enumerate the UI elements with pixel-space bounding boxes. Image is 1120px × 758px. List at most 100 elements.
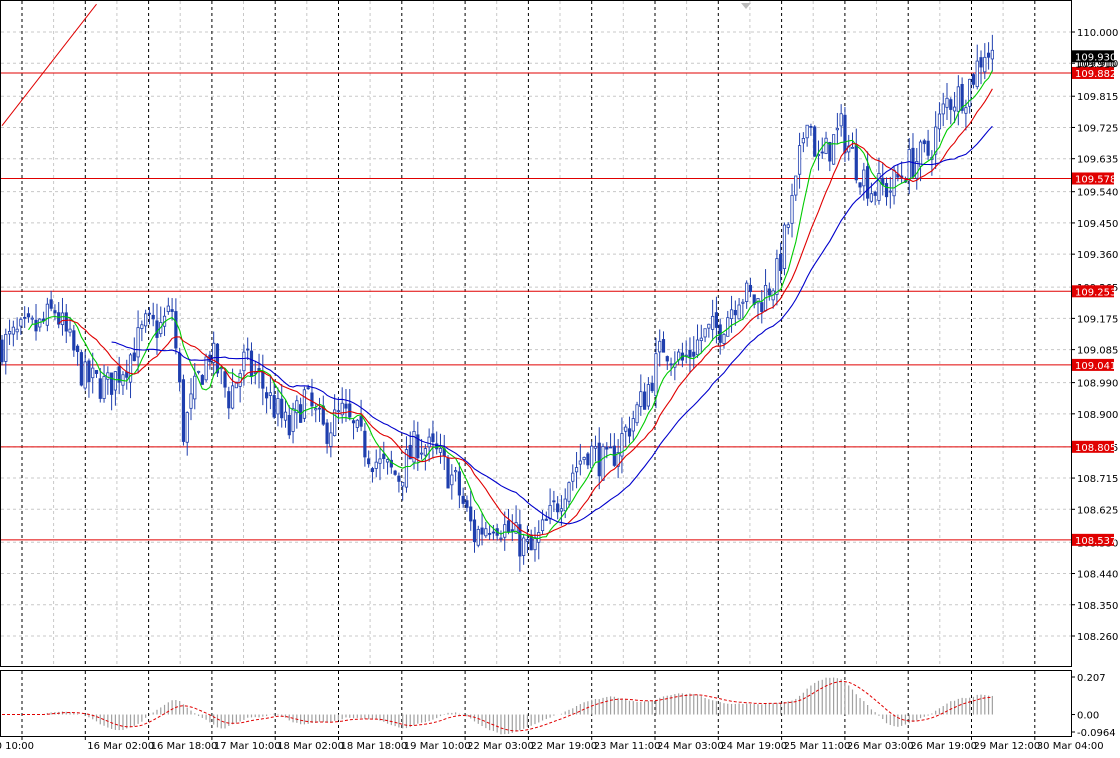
candle-body bbox=[926, 140, 930, 156]
candle-body bbox=[234, 381, 238, 389]
candle-body bbox=[858, 182, 862, 188]
candle-body bbox=[314, 408, 318, 411]
candle-body bbox=[688, 349, 692, 358]
scroll-marker-icon[interactable] bbox=[741, 3, 751, 9]
candle-body bbox=[291, 408, 295, 432]
candle-body bbox=[866, 166, 870, 199]
candle-body bbox=[624, 426, 628, 432]
candle-body bbox=[582, 457, 586, 461]
candle-body bbox=[423, 448, 427, 456]
candle-body bbox=[200, 375, 204, 385]
y-tick-label: 109.450 bbox=[1077, 219, 1118, 230]
candle-body bbox=[385, 459, 390, 463]
ma-line-30 bbox=[111, 125, 993, 525]
x-tick-label: 19 Mar 10:00 bbox=[404, 741, 471, 752]
candle-body bbox=[11, 326, 15, 335]
candle-body bbox=[98, 378, 102, 399]
candle-body bbox=[711, 315, 715, 330]
candle-body bbox=[53, 310, 57, 314]
main-plot-frame bbox=[0, 0, 1072, 667]
x-tick-label: 16 Mar 18:00 bbox=[151, 741, 218, 752]
candle-body bbox=[110, 372, 114, 395]
candle-body bbox=[113, 371, 117, 391]
candle-body bbox=[117, 366, 121, 383]
candle-body bbox=[971, 74, 976, 85]
level-label: 109.041 bbox=[1075, 361, 1116, 372]
candle-body bbox=[767, 288, 771, 296]
candle-body bbox=[178, 352, 182, 383]
x-tick-label: 24 Mar 03:00 bbox=[657, 741, 724, 752]
candle-body bbox=[102, 376, 106, 399]
candle-body bbox=[287, 415, 291, 436]
candle-body bbox=[136, 327, 140, 358]
candle-body bbox=[140, 324, 144, 329]
candle-body bbox=[389, 459, 393, 468]
candle-body bbox=[276, 398, 280, 415]
candle-body bbox=[45, 303, 49, 326]
candle-body bbox=[794, 175, 798, 196]
grid bbox=[1, 1, 1071, 736]
candle-body bbox=[597, 442, 601, 477]
candle-body bbox=[91, 367, 95, 379]
candle-body bbox=[249, 350, 254, 377]
level-label: 108.805 bbox=[1075, 443, 1116, 454]
candle-body bbox=[355, 419, 359, 428]
candle-body bbox=[499, 537, 503, 540]
x-tick-label: 30 Mar 04:00 bbox=[1037, 741, 1104, 752]
candle-body bbox=[283, 411, 288, 421]
candle-body bbox=[83, 361, 87, 389]
y-tick-label: 108.715 bbox=[1077, 474, 1118, 485]
candle-body bbox=[813, 126, 817, 157]
candle-body bbox=[809, 125, 813, 128]
candle-body bbox=[0, 339, 4, 363]
candle-body bbox=[631, 418, 635, 432]
candle-body bbox=[469, 506, 473, 522]
y-tick-label: 109.360 bbox=[1077, 250, 1118, 261]
y-tick-label: 109.910 bbox=[1077, 59, 1118, 70]
x-tick-label: 22 Mar 19:00 bbox=[530, 741, 597, 752]
candle-body bbox=[30, 317, 34, 320]
candle-body bbox=[68, 328, 72, 333]
level-label-bg bbox=[1072, 66, 1114, 79]
candle-body bbox=[264, 392, 269, 399]
indicator-tick-label: 0.207 bbox=[1077, 673, 1106, 684]
candle-body bbox=[658, 340, 662, 353]
y-tick-label: 110.000 bbox=[1077, 28, 1118, 39]
candles bbox=[0, 34, 994, 572]
candle-body bbox=[378, 458, 382, 464]
candle-body bbox=[19, 318, 23, 327]
level-label: 108.537 bbox=[1075, 536, 1116, 547]
y-tick-label: 108.350 bbox=[1077, 601, 1118, 612]
x-tick-label: 18 Mar 02:00 bbox=[277, 741, 344, 752]
candle-body bbox=[60, 312, 65, 326]
candle-body bbox=[514, 522, 518, 534]
candle-body bbox=[348, 403, 352, 418]
candle-body bbox=[937, 113, 942, 130]
candle-body bbox=[465, 500, 469, 508]
candle-body bbox=[438, 448, 443, 453]
candle-body bbox=[472, 519, 477, 543]
candle-body bbox=[310, 392, 314, 407]
candle-body bbox=[918, 141, 923, 167]
candle-body bbox=[147, 312, 152, 315]
x-tick-label: 18 Mar 18:00 bbox=[341, 741, 408, 752]
candle-body bbox=[223, 371, 227, 388]
candle-body bbox=[317, 407, 322, 410]
candle-body bbox=[416, 434, 420, 459]
y-tick-label: 109.815 bbox=[1077, 92, 1118, 103]
candle-body bbox=[336, 410, 341, 413]
candle-body bbox=[639, 391, 643, 407]
candle-body bbox=[457, 471, 461, 496]
y-tick-label: 108.900 bbox=[1077, 410, 1118, 421]
y-tick-label: 108.625 bbox=[1077, 505, 1118, 516]
candle-body bbox=[661, 339, 666, 353]
candle-body bbox=[132, 352, 136, 362]
candle-body bbox=[151, 314, 155, 320]
candle-body bbox=[960, 83, 964, 111]
candle-body bbox=[737, 304, 741, 320]
level-label: 109.578 bbox=[1075, 174, 1116, 185]
candle-body bbox=[643, 391, 647, 410]
x-tick-label: 26 Mar 19:00 bbox=[910, 741, 977, 752]
